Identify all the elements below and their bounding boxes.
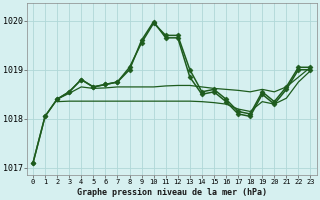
X-axis label: Graphe pression niveau de la mer (hPa): Graphe pression niveau de la mer (hPa) [77, 188, 267, 197]
